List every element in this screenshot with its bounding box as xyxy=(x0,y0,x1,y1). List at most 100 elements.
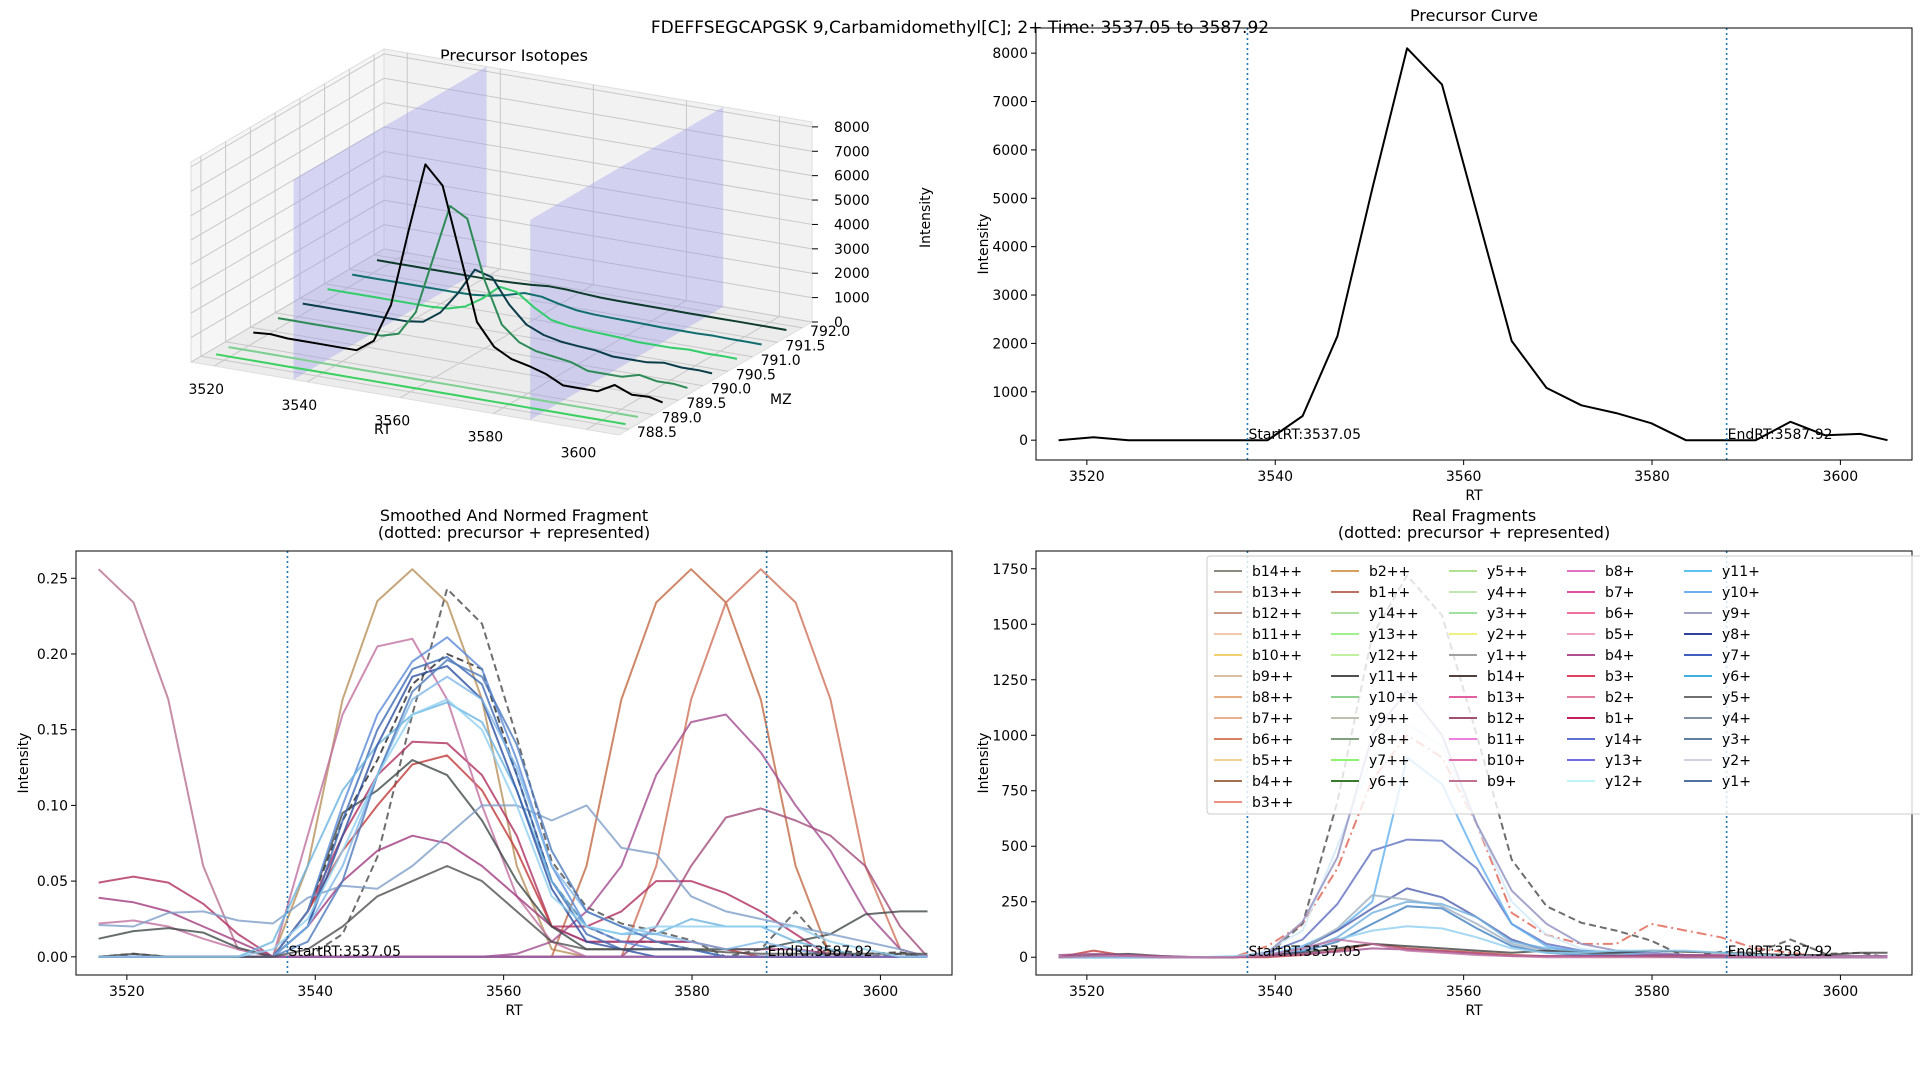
precursor-curve-chart: Precursor Curve StartRT:3537.05 EndRT:3587… xyxy=(976,6,1913,504)
smoothed-series-precursor xyxy=(98,587,928,958)
isotopes-mz-tick-label: 790.0 xyxy=(711,382,751,398)
legend-label-y9+: y9+ xyxy=(1722,606,1751,622)
smoothed-axes-frame xyxy=(75,550,953,976)
precursor-ytick-label: 4000 xyxy=(992,240,1028,256)
legend-label-y12++: y12++ xyxy=(1369,648,1419,664)
real-ylabel: Intensity xyxy=(976,733,992,794)
isotopes-grid-y-floor xyxy=(324,283,753,358)
isotopes-grid-y-floor xyxy=(299,297,728,372)
figure-suptitle: FDEFFSEGCAPGSK 9,Carbamidomethyl[C]; 2+ … xyxy=(651,18,1269,38)
precursor-ytick-label: 3000 xyxy=(992,288,1028,304)
isotopes-mz-tick-label: 791.0 xyxy=(761,353,801,369)
isotopes-mz-tick-label: 792.0 xyxy=(810,324,850,340)
smoothed-series-s7 xyxy=(98,740,928,958)
precursor-xtick-label: 3560 xyxy=(1446,469,1482,485)
isotopes-grid-z-back xyxy=(383,175,813,250)
isotopes-grid-z-side xyxy=(190,199,385,314)
legend-label-b9++: b9++ xyxy=(1252,669,1293,685)
isotopes-series-mz 791.37 xyxy=(352,273,762,346)
isotopes-3d-grid xyxy=(190,52,813,430)
isotopes-window-plane-0 xyxy=(293,66,487,380)
legend-label-b14+: b14+ xyxy=(1487,669,1525,685)
isotopes-grid-z-side xyxy=(190,224,385,339)
legend-label-b4+: b4+ xyxy=(1605,648,1635,664)
real-xtick-label: 3580 xyxy=(1634,984,1670,1000)
isotopes-series-mz 790.37 xyxy=(302,268,713,375)
isotopes-z-tick-label: 0 xyxy=(834,315,843,331)
legend-label-y14++: y14++ xyxy=(1369,606,1419,622)
smoothed-annotation-1: EndRT:3587.92 xyxy=(768,944,873,960)
isotopes-z-tick-label: 3000 xyxy=(834,242,870,258)
legend-label-y6++: y6++ xyxy=(1369,774,1410,790)
isotopes-series-mz 791.87 xyxy=(376,259,787,331)
isotopes-z-tick-label: 7000 xyxy=(834,144,870,160)
legend-label-y8++: y8++ xyxy=(1369,732,1410,748)
legend-label-y7+: y7+ xyxy=(1722,648,1751,664)
precursor-ytick-label: 8000 xyxy=(992,46,1028,62)
isotopes-series-mz 790.87 xyxy=(327,285,738,360)
precursor-ytick-label: 2000 xyxy=(992,336,1028,352)
legend-label-y4++: y4++ xyxy=(1487,585,1528,601)
precursor-ytick-label: 5000 xyxy=(992,191,1028,207)
isotopes-window-plane-1 xyxy=(530,106,724,420)
isotopes-rt-tick-label: 3560 xyxy=(375,414,411,430)
isotopes-z-tick-label: 8000 xyxy=(834,120,870,136)
real-series-r2 xyxy=(1058,838,1888,959)
legend-label-y3++: y3++ xyxy=(1487,606,1528,622)
isotopes-series-lines xyxy=(215,163,787,426)
legend-frame xyxy=(1206,555,1920,815)
legend-label-b13+: b13+ xyxy=(1487,690,1525,706)
legend-label-b4++: b4++ xyxy=(1252,774,1293,790)
isotopes-z-tick-label: 5000 xyxy=(834,193,870,209)
isotopes-series-mz 789.87 xyxy=(277,205,688,389)
precursor-annotation-1: EndRT:3587.92 xyxy=(1728,427,1833,443)
smoothed-xtick-label: 3580 xyxy=(674,984,710,1000)
real-title: Real Fragments xyxy=(1412,506,1536,525)
legend-label-b8+: b8+ xyxy=(1605,564,1635,580)
smoothed-ytick-label: 0.10 xyxy=(37,798,68,814)
isotopes-grid-z-side xyxy=(190,102,385,217)
isotopes-mz-axis-label: MZ xyxy=(770,392,792,408)
legend-label-b11++: b11++ xyxy=(1252,627,1302,643)
legend-label-y6+: y6+ xyxy=(1722,669,1751,685)
smoothed-annotation-0: StartRT:3537.05 xyxy=(288,944,401,960)
isotopes-grid-z-back xyxy=(383,150,813,225)
real-xtick-label: 3540 xyxy=(1257,984,1293,1000)
legend-label-b10++: b10++ xyxy=(1252,648,1302,664)
legend-label-b12++: b12++ xyxy=(1252,606,1302,622)
legend-label-b10+: b10+ xyxy=(1487,753,1525,769)
isotopes-grid-z-side xyxy=(190,53,385,168)
isotopes-mz-tick-label: 790.5 xyxy=(736,367,776,383)
real-annotation-0: StartRT:3537.05 xyxy=(1248,944,1361,960)
legend-label-y2++: y2++ xyxy=(1487,627,1528,643)
isotopes-grid-z-side xyxy=(190,151,385,265)
smoothed-series-group xyxy=(97,568,929,958)
isotopes-z-tick-label: 4000 xyxy=(834,217,870,233)
isotopes-chart-title: Precursor Isotopes xyxy=(440,46,588,65)
legend-label-b11+: b11+ xyxy=(1487,732,1525,748)
real-series-group xyxy=(1058,574,1888,959)
legend-label-y12+: y12+ xyxy=(1605,774,1643,790)
real-ytick-label: 1750 xyxy=(992,562,1028,578)
precursor-title: Precursor Curve xyxy=(1410,6,1538,25)
isotopes-rt-tick-label: 3580 xyxy=(468,430,504,446)
legend-label-y1++: y1++ xyxy=(1487,648,1528,664)
legend-label-y13+: y13+ xyxy=(1605,753,1643,769)
smoothed-ytick-label: 0.15 xyxy=(37,723,68,739)
smoothed-subtitle: (dotted: precursor + represented) xyxy=(378,523,650,542)
legend-label-y2+: y2+ xyxy=(1722,753,1751,769)
precursor-series-group xyxy=(1058,47,1888,442)
legend-label-b5+: b5+ xyxy=(1605,627,1635,643)
legend-label-y5+: y5+ xyxy=(1722,690,1751,706)
smoothed-xtick-label: 3600 xyxy=(863,984,899,1000)
isotopes-series-mz 788.87 xyxy=(228,346,639,418)
isotopes-mz-tick-label: 788.5 xyxy=(637,425,677,441)
legend-label-b2+: b2+ xyxy=(1605,690,1635,706)
legend-label-y4+: y4+ xyxy=(1722,711,1751,727)
real-annotation-1: EndRT:3587.92 xyxy=(1728,944,1833,960)
isotopes-series-mz 789.37 xyxy=(253,163,663,404)
precursor-ylabel: Intensity xyxy=(976,214,992,275)
smoothed-title: Smoothed And Normed Fragment xyxy=(380,506,648,525)
legend-label-y3+: y3+ xyxy=(1722,732,1751,748)
